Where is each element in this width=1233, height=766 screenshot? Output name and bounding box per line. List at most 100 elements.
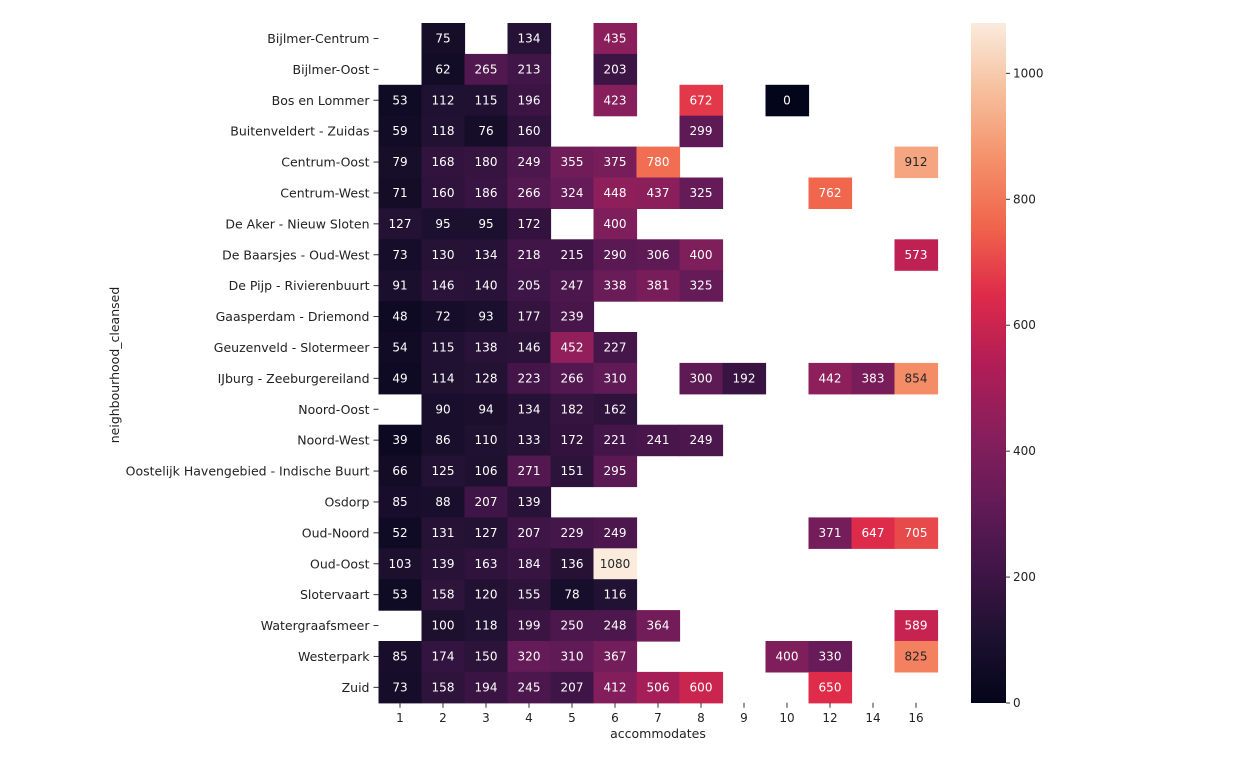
heatmap-cell xyxy=(679,239,724,271)
cell-value-label: 112 xyxy=(432,93,455,107)
cell-value-label: 52 xyxy=(392,526,407,540)
cell-value-label: 239 xyxy=(561,310,584,324)
cell-value-label: 248 xyxy=(604,619,627,633)
cell-value-label: 128 xyxy=(475,371,498,385)
cell-value-label: 125 xyxy=(432,464,455,478)
heatmap-cell xyxy=(636,671,681,704)
colorbar-tick-label: 0 xyxy=(1013,696,1021,710)
cell-value-label: 127 xyxy=(475,526,498,540)
heatmap-cell xyxy=(550,671,595,704)
heatmap-cell xyxy=(507,84,552,117)
x-tick-label: 4 xyxy=(525,711,533,725)
y-tick-label: Oud-Oost xyxy=(310,556,370,571)
heatmap-cell xyxy=(507,239,552,271)
cell-value-label: 650 xyxy=(819,680,842,694)
cell-value-label: 423 xyxy=(604,93,627,107)
heatmap-cell xyxy=(894,239,939,271)
heatmap-cell xyxy=(593,455,638,488)
cell-value-label: 325 xyxy=(690,279,713,293)
heatmap-cell xyxy=(421,270,466,302)
heatmap-cell xyxy=(550,239,595,271)
heatmap-cell xyxy=(851,517,896,549)
cell-value-label: 207 xyxy=(518,526,541,540)
heatmap-cell xyxy=(421,53,466,86)
cell-value-label: 241 xyxy=(647,433,670,447)
cell-value-label: 196 xyxy=(518,93,541,107)
heatmap-cell xyxy=(593,362,638,395)
cell-value-label: 100 xyxy=(432,619,455,633)
cell-value-label: 86 xyxy=(435,433,450,447)
heatmap-cell xyxy=(808,517,853,549)
cell-value-label: 221 xyxy=(604,433,627,447)
cell-value-label: 854 xyxy=(905,371,928,385)
heatmap-cell xyxy=(378,517,423,549)
heatmap-cell xyxy=(550,362,595,395)
heatmap-cell xyxy=(550,177,595,209)
cell-value-label: 110 xyxy=(475,433,498,447)
heatmap-cell xyxy=(679,671,724,704)
heatmap-cell xyxy=(550,270,595,302)
heatmap-cell xyxy=(507,301,552,333)
heatmap-cell xyxy=(378,301,423,333)
cell-value-label: 115 xyxy=(475,93,498,107)
y-tick-label: Bos en Lommer xyxy=(272,93,371,108)
heatmap-cell xyxy=(593,239,638,271)
x-tick-label: 5 xyxy=(568,711,576,725)
heatmap-cell xyxy=(593,270,638,302)
cell-value-label: 139 xyxy=(518,495,541,509)
cell-value-label: 163 xyxy=(475,557,498,571)
cell-value-label: 59 xyxy=(392,124,407,138)
x-tick-label: 1 xyxy=(396,711,404,725)
y-tick-label: Slotervaart xyxy=(300,587,370,602)
cell-value-label: 506 xyxy=(647,680,670,694)
cell-value-label: 249 xyxy=(690,433,713,447)
cell-value-label: 400 xyxy=(604,217,627,231)
heatmap-cell xyxy=(507,270,552,302)
cell-value-label: 448 xyxy=(604,186,627,200)
heatmap-cell xyxy=(636,177,681,209)
cell-value-label: 78 xyxy=(564,588,579,602)
cell-value-label: 912 xyxy=(905,155,928,169)
cell-value-label: 338 xyxy=(604,279,627,293)
heatmap-cell xyxy=(593,146,638,179)
heatmap-cell xyxy=(550,332,595,364)
heatmap-cell xyxy=(464,610,509,642)
cell-value-label: 320 xyxy=(518,649,541,663)
heatmap-cell xyxy=(593,424,638,457)
cell-value-label: 184 xyxy=(518,557,541,571)
heatmap-cell xyxy=(679,270,724,302)
cell-value-label: 0 xyxy=(783,93,791,107)
cell-value-label: 151 xyxy=(561,464,584,478)
cell-value-label: 364 xyxy=(647,619,670,633)
heatmap-cell xyxy=(679,362,724,395)
heatmap-cell xyxy=(507,53,552,86)
heatmap-cell xyxy=(421,177,466,209)
heatmap-cell xyxy=(808,671,853,704)
x-tick-label: 2 xyxy=(439,711,447,725)
heatmap-cell xyxy=(421,239,466,271)
cell-value-label: 375 xyxy=(604,155,627,169)
heatmap-cell xyxy=(421,332,466,364)
cell-value-label: 127 xyxy=(389,217,412,231)
heatmap-cell xyxy=(636,146,681,179)
heatmap-cell xyxy=(636,239,681,271)
cell-value-label: 158 xyxy=(432,588,455,602)
heatmap-cell xyxy=(464,53,509,86)
cell-value-label: 215 xyxy=(561,248,584,262)
heatmap-cell xyxy=(464,270,509,302)
heatmap-cell xyxy=(421,393,466,426)
heatmap-cell xyxy=(507,115,552,148)
heatmap-cell xyxy=(507,641,552,673)
heatmap-cell xyxy=(808,177,853,209)
heatmap-cell xyxy=(593,23,638,55)
cell-value-label: 203 xyxy=(604,62,627,76)
colorbar-tick-label: 1000 xyxy=(1013,66,1044,80)
cell-value-label: 136 xyxy=(561,557,584,571)
cell-value-label: 73 xyxy=(392,680,407,694)
heatmap-cell xyxy=(378,424,423,457)
heatmap-cell xyxy=(421,146,466,179)
heatmap-cell xyxy=(464,332,509,364)
heatmap-cell xyxy=(378,455,423,488)
y-tick-label: Zuid xyxy=(342,680,370,695)
heatmap-cell xyxy=(421,23,466,55)
